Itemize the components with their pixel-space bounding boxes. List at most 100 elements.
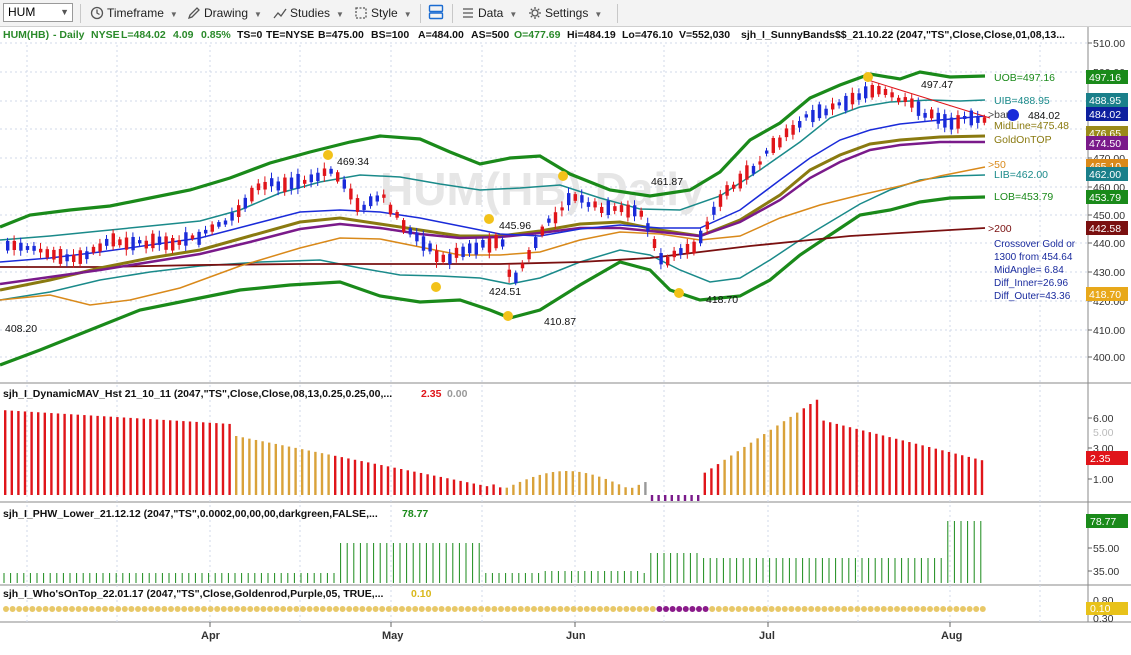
wot-dot [933,606,940,612]
lob-label: LOB=453.79 [994,191,1053,203]
candle-body [837,102,841,106]
studies-label: Studies [290,6,331,20]
candle-body [435,250,439,263]
midline-label: MidLine=475.48 [994,120,1069,132]
price-candles [6,81,987,286]
dmav-bar [241,437,244,495]
wot-dot [570,606,577,612]
wot-dot [201,606,207,612]
dmav-bar [433,475,436,495]
dmav-bar [103,416,106,495]
candle-body [138,240,142,244]
dmav-bar [941,450,944,495]
candle-body [982,117,987,123]
wot-dot [913,606,920,612]
header-bid-size: BS=100 [371,29,409,41]
wot-dot [702,606,709,612]
wot-dot [399,606,405,612]
price-tag-box [1086,70,1128,84]
candle-body [210,224,214,232]
dmav-bar [677,495,680,501]
candle-body [903,97,907,103]
header-bid: B=475.00 [318,29,364,41]
studies-menu[interactable]: Studies ▼ [273,4,344,22]
dmav-bar [571,471,574,495]
wot-dot [775,606,782,612]
dmav-tag: 2.35 [1086,451,1128,465]
time-axis[interactable]: Apr May Jun Jul Aug [201,622,962,642]
dmav-bar [914,443,918,495]
point-label: 410.87 [544,316,576,328]
dmav-bar [17,411,20,495]
dmav-bar [485,486,489,495]
dmav-bar [347,458,350,495]
candle-body [58,249,63,264]
dmav-bar [822,420,825,495]
wot-dot [478,606,485,612]
dmav-bar [386,466,390,495]
wot-dot [115,606,122,612]
dmav-bar [96,415,99,495]
dmav-bar [301,449,304,495]
wot-dot [135,606,141,612]
dmav-bar [63,413,66,495]
wot-dot [867,606,874,612]
wot-dot [62,606,69,612]
price-tag-box [1086,93,1128,107]
candle-body [91,246,96,253]
data-menu[interactable]: Data ▼ [461,4,517,22]
clock-icon [90,6,104,20]
dmav-bar [314,451,317,495]
wot-dot [181,606,188,612]
candle-body [256,183,261,191]
dmav-bar [670,495,673,501]
chevron-down-icon[interactable]: ▼ [60,7,69,17]
candle-body [672,250,676,258]
dmav-bar [175,420,178,495]
candle-body [322,168,327,176]
candle-body [725,185,729,196]
wot-dot [821,606,828,612]
candle-body [547,218,551,223]
toolbar: HUM ▼ Timeframe ▼ Drawing ▼ Studies ▼ Style… [0,0,1131,27]
wot-dot [326,606,333,612]
settings-menu[interactable]: Settings ▼ [528,4,602,22]
wot-dot [577,606,584,612]
dmav-bar [763,434,766,495]
purple-line [0,140,985,286]
wot-dot [907,606,914,612]
wot-dot [814,606,821,612]
dmav-bar [690,495,693,501]
dmav-bar [505,487,508,495]
candle-body [481,239,485,248]
timeframe-menu[interactable]: Timeframe ▼ [90,4,178,22]
candle-body [553,212,558,224]
dmav-bar [446,478,449,495]
dmav-bar [360,461,363,495]
dmav-bar [650,495,654,501]
dmav-bar [43,412,46,495]
price-tag-text: 484.02 [1089,109,1121,121]
candle-body [969,110,973,126]
data-label: Data [478,6,504,20]
symbol-input[interactable]: HUM ▼ [3,3,73,22]
chart-area[interactable]: HUM(HB) Daily HUM(HB) - Daily NYSE L=484… [0,27,1131,655]
candle-body [784,128,789,138]
candle-body [309,174,313,183]
phw-histogram [3,521,982,583]
style-menu[interactable]: Style ▼ [354,4,412,22]
dmav-bar [716,464,720,495]
dmav-bar [631,487,634,495]
candle-body [263,181,267,190]
uib-label: UIB=488.95 [994,95,1050,107]
wot-dot [953,606,960,612]
dmav-axis[interactable]: 6.003.001.005.00 [1088,413,1114,486]
candle-body [230,212,234,221]
crossover-line: Diff_Inner=26.96 [994,278,1068,289]
candle-body [124,237,129,250]
layout-button[interactable] [428,4,447,22]
drawing-menu[interactable]: Drawing ▼ [187,4,262,22]
phw-axis[interactable]: 55.00 35.00 [1088,543,1119,578]
candle-body [131,236,135,251]
candle-body [474,242,478,255]
